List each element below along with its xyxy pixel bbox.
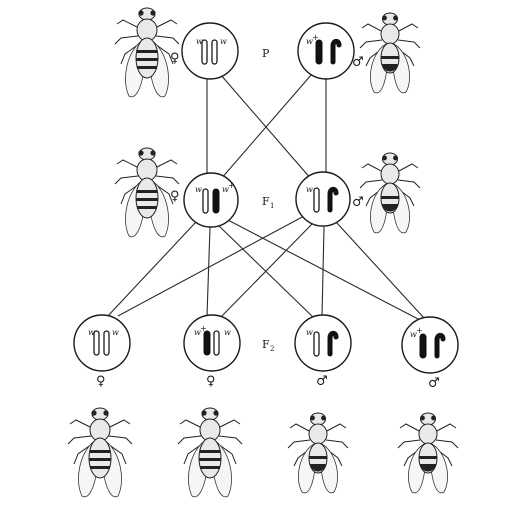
f1-generation: ♀ w w + F 1 w ♂ (114, 147, 421, 238)
f2-female-2-x-chromosome (203, 330, 211, 356)
f2-female-2-fly-image (177, 407, 243, 498)
p-female-symbol: ♀ (170, 51, 180, 66)
f2-female-1-fly-image (67, 407, 133, 498)
cross-lines (105, 73, 425, 321)
f2-female-2-allele-left: w (194, 328, 201, 337)
p-generation-label: P (262, 47, 270, 60)
p-female-x-chromosome (201, 39, 208, 65)
p-male-x-chromosome (315, 39, 323, 65)
p-male-allele: w (306, 37, 313, 46)
f2-male-1-allele: w (306, 328, 313, 337)
f1-female-allele-right-sup: + (228, 181, 235, 190)
f1-male-allele: w (306, 185, 313, 194)
f2-female-2-allele-right: w (224, 328, 231, 337)
f1-generation-sub: 1 (270, 202, 274, 210)
p-male-cell (297, 22, 355, 80)
f2-female-2-x-chromosome (213, 330, 220, 356)
f2-male-2-cell (401, 316, 459, 374)
f2-generation-sub: 2 (270, 345, 274, 353)
f1-female-cell (183, 172, 239, 228)
f2-generation-label: F (262, 338, 270, 351)
f2-male-2-y-chromosome (434, 332, 446, 359)
f2-male-2-x-chromosome (419, 333, 427, 359)
f2-male-1-y-chromosome (327, 330, 339, 357)
p-female-cell (181, 22, 239, 80)
f1-generation-label: F (262, 195, 270, 208)
p-female-allele-right: w (220, 37, 227, 46)
f1-female-symbol: ♀ (170, 189, 180, 204)
f2-female-2-symbol: ♀ (206, 374, 216, 389)
f1-female-allele-left: w (195, 185, 202, 194)
p-male-allele-sup: + (312, 33, 319, 42)
p-generation: ♀ w w P w + ♂ (114, 7, 421, 98)
f2-female-1-symbol: ♀ (96, 374, 106, 389)
p-female-x-chromosome (211, 39, 218, 65)
f2-female-1-allele-left: w (88, 328, 95, 337)
p-male-fly-image (359, 12, 421, 94)
f2-female-1-x-chromosome (103, 330, 110, 356)
f1-female-x-chromosome (202, 188, 209, 214)
p-female-allele-left: w (196, 37, 203, 46)
f1-male-cell (295, 171, 351, 227)
f1-male-x-chromosome (313, 187, 320, 213)
f2-male-1-symbol: ♂ (316, 374, 328, 389)
f2-female-1-x-chromosome (93, 330, 100, 356)
f2-male-1-cell (294, 314, 352, 372)
p-male-y-chromosome (330, 38, 342, 65)
f2-male-1-fly-image (287, 412, 349, 494)
f2-female-1-cell (73, 314, 131, 372)
f1-male-symbol: ♂ (352, 195, 364, 210)
f2-male-1-x-chromosome (313, 331, 320, 357)
f2-male-2-symbol: ♂ (428, 376, 440, 391)
f2-female-1-allele-right: w (112, 328, 119, 337)
f2-female-2-cell (183, 314, 241, 372)
p-male-symbol: ♂ (352, 55, 364, 70)
f1-male-fly-image (359, 152, 421, 234)
f2-male-2-allele-sup: + (416, 326, 423, 335)
f2-generation: w w ♀ w + w ♀ F 2 w ♂ w + ♂ (67, 314, 459, 498)
f2-male-2-fly-image (397, 412, 459, 494)
f2-male-2-allele: w (410, 330, 417, 339)
f1-female-x-chromosome (212, 188, 220, 214)
f1-male-y-chromosome (327, 186, 339, 213)
f2-female-2-allele-left-sup: + (200, 324, 207, 333)
f1-female-allele-right: w (222, 185, 229, 194)
